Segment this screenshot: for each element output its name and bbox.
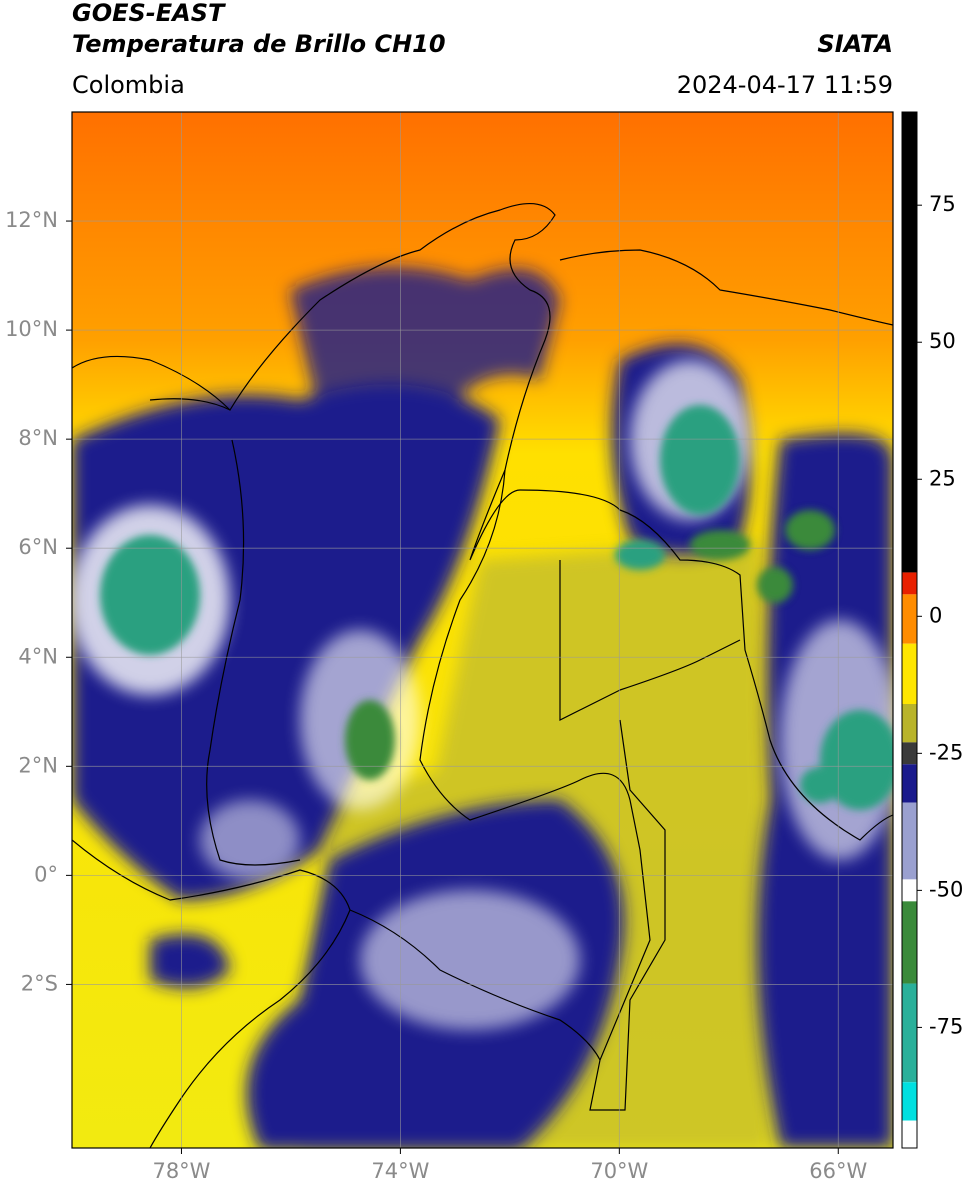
colorbar-tick-label: 0: [929, 603, 942, 627]
x-tick-label: 74°W: [371, 1159, 429, 1183]
colorbar-segment: [902, 594, 917, 644]
colorbar-tick-label: 25: [929, 466, 956, 490]
colorbar-frame: [901, 111, 918, 1149]
y-tick-label: 12°N: [5, 208, 58, 232]
colorbar-segment: [902, 879, 917, 902]
colorbar-segment: [902, 901, 917, 984]
y-tick-label: 2°S: [21, 971, 58, 995]
x-tick-label: 78°W: [152, 1159, 210, 1183]
source: SIATA: [817, 30, 893, 58]
y-tick-label: 2°N: [18, 753, 58, 777]
title: GOES-EAST: [72, 0, 226, 27]
x-tick-label: 70°W: [590, 1159, 648, 1183]
colorbar-tick-label: 75: [929, 192, 956, 216]
colorbar-segment: [902, 764, 917, 803]
colorbar-segment: [902, 983, 917, 1083]
y-tick-label: 4°N: [18, 644, 58, 668]
map-frame: [71, 111, 894, 1149]
colorbar-segment: [902, 742, 917, 765]
colorbar-tick-label: -50: [929, 877, 963, 901]
y-tick-label: 6°N: [18, 535, 58, 559]
colorbar-tick-label: 50: [929, 329, 956, 353]
colorbar-segment: [902, 704, 917, 743]
y-tick-label: 10°N: [5, 317, 58, 341]
colorbar-segment: [902, 112, 917, 573]
colorbar-segment: [902, 643, 917, 704]
colorbar-segment: [902, 1082, 917, 1121]
subtitle: Temperatura de Brillo CH10: [72, 30, 446, 58]
x-tick-label: 66°W: [809, 1159, 867, 1183]
datetime: 2024-04-17 11:59: [677, 71, 893, 99]
colorbar-segment: [902, 1120, 917, 1148]
colorbar-segment: [902, 802, 917, 880]
region: Colombia: [72, 71, 185, 99]
y-tick-label: 8°N: [18, 426, 58, 450]
y-tick-label: 0°: [34, 862, 58, 886]
colorbar-tick-label: -75: [929, 1014, 963, 1038]
colorbar-tick-label: -25: [929, 740, 963, 764]
colorbar-segment: [902, 572, 917, 595]
map-image: [72, 112, 893, 1148]
